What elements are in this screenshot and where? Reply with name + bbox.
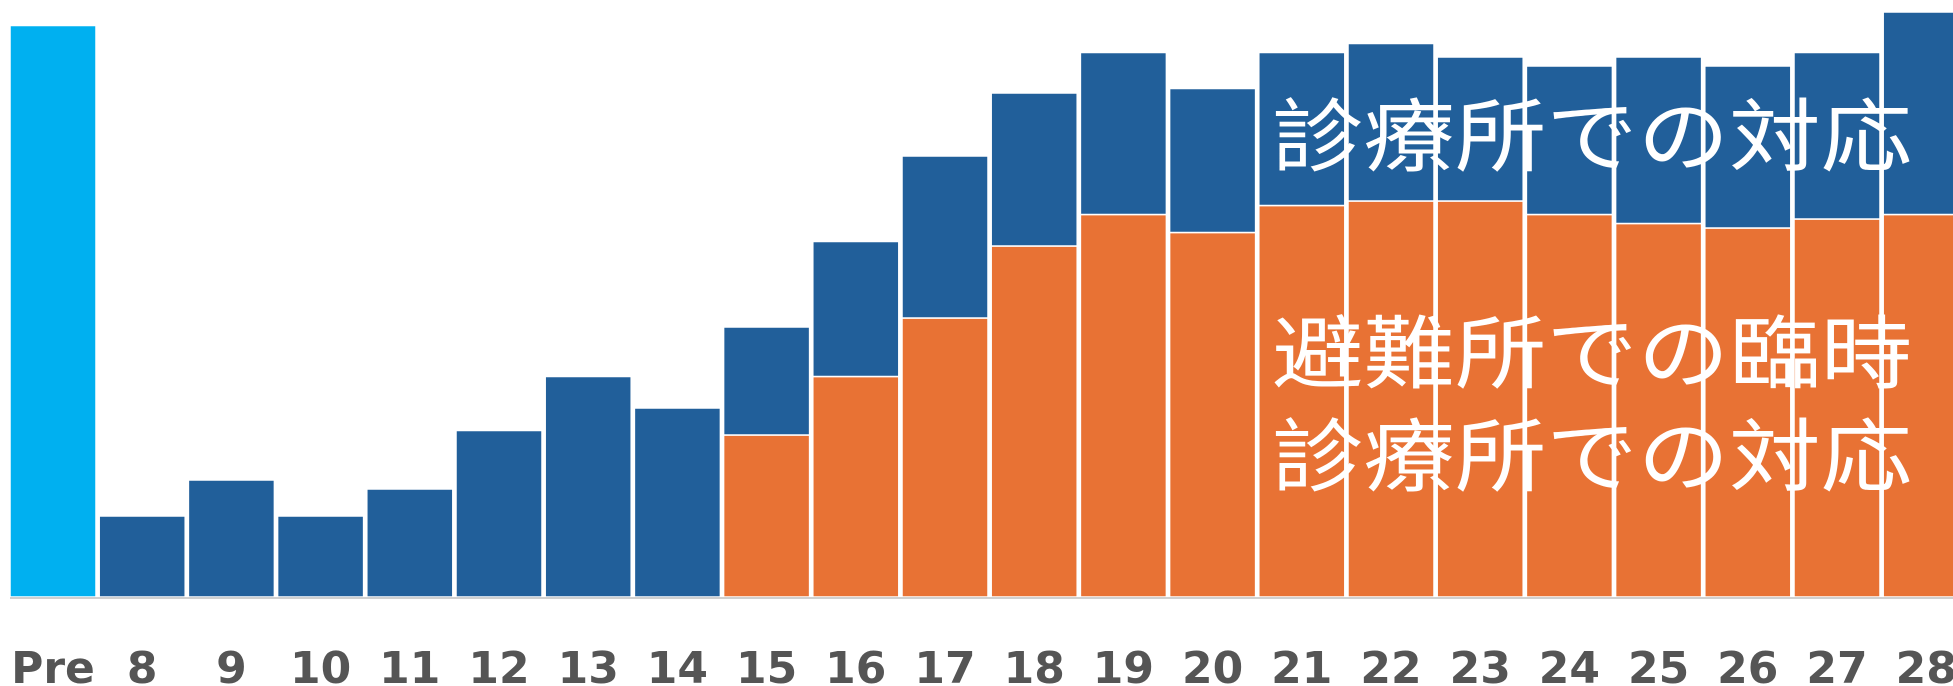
x-tick-23: 23 (1450, 643, 1511, 686)
bar-26-series-1 (1704, 65, 1792, 229)
x-tick-9: 9 (216, 643, 247, 686)
bar-18-series-0 (990, 245, 1078, 598)
x-tick-24: 24 (1539, 643, 1600, 686)
bar-23-series-0 (1436, 200, 1524, 598)
x-tick-13: 13 (558, 643, 619, 686)
bar-8-series-1 (98, 515, 186, 598)
bar-28-series-0 (1882, 213, 1953, 598)
x-tick-17: 17 (914, 643, 975, 686)
bar-16-series-1 (812, 240, 900, 378)
bar-17-series-1 (901, 155, 989, 319)
x-tick-10: 10 (290, 643, 351, 686)
bar-19-series-0 (1079, 213, 1168, 598)
bars-group (9, 11, 1953, 598)
bar-11-series-1 (366, 488, 454, 598)
x-tick-16: 16 (825, 643, 886, 686)
bar-21-series-1 (1258, 51, 1346, 207)
bar-18-series-1 (990, 92, 1078, 247)
bar-20-series-0 (1168, 231, 1257, 598)
x-tick-11: 11 (379, 643, 440, 686)
x-tick-8: 8 (127, 643, 158, 686)
bar-23-series-1 (1436, 56, 1524, 202)
bar-25-series-1 (1614, 56, 1703, 225)
bar-20-series-1 (1168, 87, 1257, 234)
bar-14-series-1 (633, 407, 722, 598)
annotation-1-line-0: 避難所での臨時 (1272, 308, 1912, 401)
bar-27-series-1 (1793, 51, 1881, 220)
x-tick-20: 20 (1182, 643, 1243, 686)
bar-27-series-0 (1793, 218, 1881, 598)
bar-19-series-1 (1079, 51, 1168, 216)
x-tick-12: 12 (468, 643, 529, 686)
bar-9-series-1 (187, 479, 276, 598)
bar-25-series-0 (1614, 222, 1703, 598)
x-tick-28: 28 (1896, 643, 1953, 686)
bar-22-series-0 (1347, 200, 1435, 598)
bar-Pre-series-2 (9, 24, 97, 598)
bar-12-series-1 (455, 429, 543, 598)
x-tick-25: 25 (1628, 643, 1689, 686)
bar-22-series-1 (1347, 42, 1435, 202)
bar-24-series-1 (1525, 65, 1614, 216)
annotation-0-line-0: 診療所での対応 (1272, 91, 1912, 184)
x-tick-19: 19 (1093, 643, 1154, 686)
bar-16-series-0 (812, 375, 900, 598)
bar-15-series-0 (722, 434, 811, 598)
x-tick-22: 22 (1360, 643, 1421, 686)
x-tick-Pre: Pre (11, 643, 95, 686)
bar-13-series-1 (544, 375, 632, 598)
bar-21-series-0 (1258, 204, 1346, 598)
bar-24-series-0 (1525, 213, 1614, 598)
annotation-1-line-1: 診療所での対応 (1272, 411, 1912, 504)
x-tick-15: 15 (736, 643, 797, 686)
x-tick-27: 27 (1806, 643, 1867, 686)
bar-10-series-1 (276, 515, 365, 598)
bar-28-series-1 (1882, 11, 1953, 216)
bar-15-series-1 (722, 326, 811, 436)
x-tick-18: 18 (1004, 643, 1065, 686)
x-tick-21: 21 (1271, 643, 1332, 686)
x-tick-26: 26 (1717, 643, 1778, 686)
bar-17-series-0 (901, 317, 989, 598)
x-tick-labels: Pre 8 9 10 11 12 13 14 15 16 17 18 19 20 21 22 23 24 25 26 2… (11, 643, 1953, 686)
x-tick-14: 14 (647, 643, 708, 686)
